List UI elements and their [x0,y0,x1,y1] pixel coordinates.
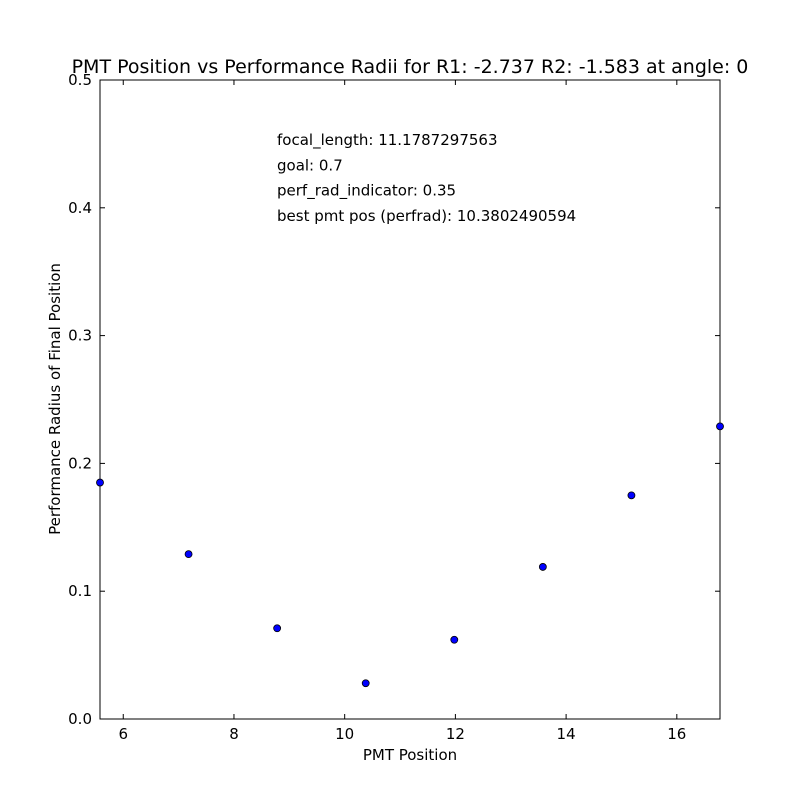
y-tick-label: 0.1 [68,582,92,600]
chart-title: PMT Position vs Performance Radii for R1… [72,56,749,78]
x-tick-label: 10 [335,725,354,743]
data-point [716,422,724,431]
y-tick-label: 0.5 [68,71,92,89]
annotation-text: best pmt pos (perfrad): 10.3802490594 [277,207,576,225]
y-tick-label: 0.3 [68,327,92,345]
x-tick-label: 14 [557,725,576,743]
x-tick-label: 16 [667,725,686,743]
x-tick-label: 8 [229,725,239,743]
annotation-text: focal_length: 11.1787297563 [277,131,498,150]
x-tick-label: 6 [118,725,128,743]
data-point [273,624,282,633]
data-point [184,550,193,559]
plot-frame [99,79,721,720]
data-point [450,635,459,644]
annotation-text: goal: 0.7 [277,156,343,174]
data-point [96,478,104,487]
x-tick-label: 12 [446,725,465,743]
data-point [538,563,547,571]
data-point [627,491,636,500]
y-tick-label: 0.0 [68,710,92,728]
x-axis-label: PMT Position [363,746,457,764]
y-tick-label: 0.4 [68,199,92,217]
y-axis-label: Performance Radius of Final Position [46,263,64,535]
y-tick-label: 0.2 [68,454,92,472]
data-point [361,679,370,688]
annotation-text: perf_rad_indicator: 0.35 [277,182,456,201]
plot-area: 6 8 10 12 14 16 0.0 0.1 0.2 0.3 0.4 0.5 focal_length… [68,71,724,743]
